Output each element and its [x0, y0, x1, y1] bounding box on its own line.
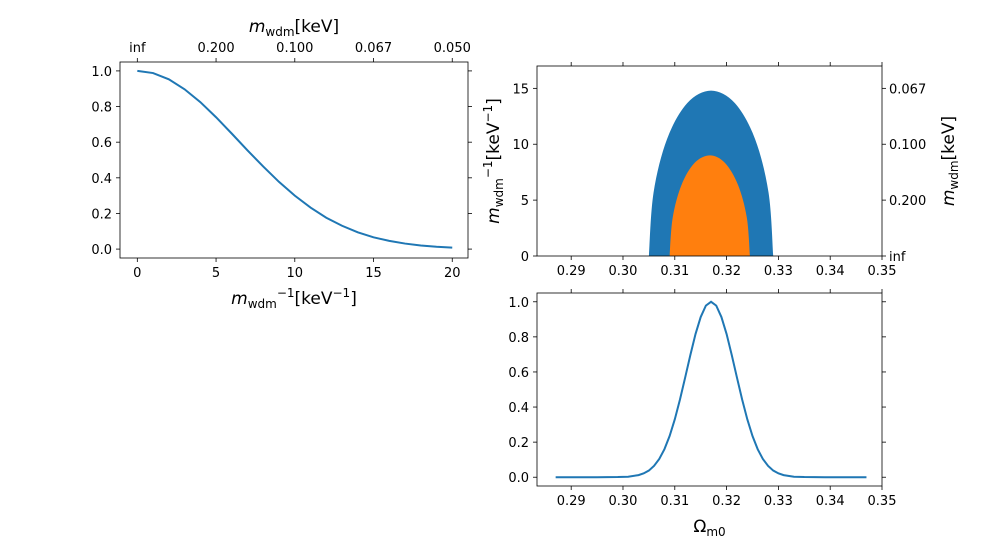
y-tick-label: 15: [512, 82, 529, 97]
y-tick-label: 1.0: [508, 296, 529, 311]
label-part: [keV: [295, 289, 333, 309]
x-tick-label: 5: [212, 266, 220, 281]
y-tick-label: 0.6: [508, 366, 529, 381]
x-tick-label: 0.30: [609, 494, 638, 509]
axis-label: mwdm−1[keV−1]: [481, 98, 506, 224]
x2-tick-label: 0.100: [276, 41, 313, 56]
x-tick-label: 0.33: [764, 494, 793, 509]
label-part: [keV: [484, 122, 504, 160]
label-part: −1: [277, 286, 295, 300]
axis-label: Ωm0: [693, 517, 725, 539]
y-tick-label: 0.2: [91, 207, 112, 222]
x-tick-label: 0.33: [764, 264, 793, 279]
label-part: [keV]: [939, 116, 959, 161]
label-part: −1: [333, 286, 351, 300]
x-tick-label: 0.31: [660, 264, 689, 279]
x-tick-label: 0.34: [816, 494, 845, 509]
y-tick-label: 10: [512, 138, 529, 153]
y-tick-label: 0.4: [508, 401, 529, 416]
label-part: wdm: [947, 160, 961, 189]
y-tick-label: 0.2: [508, 436, 529, 451]
axis-label: mwdm[keV]: [939, 116, 961, 206]
label-part: ]: [350, 289, 357, 309]
x-tick-label: 10: [287, 266, 304, 281]
label-part: Ω: [693, 517, 706, 537]
x-tick-label: 0.34: [816, 264, 845, 279]
x-tick-label: 20: [444, 266, 461, 281]
x-tick-label: 0.29: [557, 494, 586, 509]
label-part: wdm: [265, 25, 294, 39]
y2-tick-label: 0.200: [889, 194, 926, 209]
x-tick-label: 0.35: [868, 264, 897, 279]
axes-frame: [536, 292, 883, 487]
label-part: m: [249, 17, 266, 37]
y-tick-label: 0.8: [91, 101, 112, 116]
x-tick-label: 0: [133, 266, 141, 281]
label-part: wdm: [248, 297, 277, 311]
y2-tick-label: 0.067: [889, 82, 926, 97]
label-part: m: [231, 289, 248, 309]
label-part: −1: [481, 160, 495, 178]
y2-tick-label: 0.100: [889, 138, 926, 153]
x-tick-label: 15: [365, 266, 382, 281]
axes-frame: [119, 61, 469, 259]
y-tick-label: 0.8: [508, 331, 529, 346]
label-part: m: [939, 190, 959, 207]
x-tick-label: 0.32: [712, 264, 741, 279]
label-part: m: [484, 207, 504, 224]
line: [137, 69, 453, 249]
line: [555, 300, 867, 479]
axis-label: mwdm[keV]: [249, 17, 339, 39]
y-tick-label: 1.0: [91, 65, 112, 80]
x2-tick-label: inf: [129, 41, 146, 56]
contour-region: [669, 155, 750, 256]
y-tick-label: 0.0: [508, 471, 529, 486]
x-tick-label: 0.35: [868, 494, 897, 509]
y-tick-label: 0.0: [91, 243, 112, 258]
axes-frame: [536, 65, 883, 257]
label-part: m0: [706, 525, 725, 539]
x2-tick-label: 0.200: [197, 41, 234, 56]
x-tick-label: 0.31: [660, 494, 689, 509]
y-tick-label: 5: [521, 194, 529, 209]
x2-tick-label: 0.050: [434, 41, 471, 56]
y-tick-label: 0.4: [91, 172, 112, 187]
y-tick-label: 0: [521, 250, 529, 265]
label-part: [keV]: [295, 17, 340, 37]
x-tick-label: 0.30: [609, 264, 638, 279]
label-part: wdm: [492, 178, 506, 207]
x2-tick-label: 0.067: [355, 41, 392, 56]
x-tick-label: 0.32: [712, 494, 741, 509]
label-part: ]: [484, 98, 504, 105]
x-tick-label: 0.29: [557, 264, 586, 279]
axis-label: mwdm−1[keV−1]: [231, 286, 357, 311]
y2-tick-label: inf: [889, 250, 906, 265]
y-tick-label: 0.6: [91, 136, 112, 151]
label-part: −1: [481, 105, 495, 123]
